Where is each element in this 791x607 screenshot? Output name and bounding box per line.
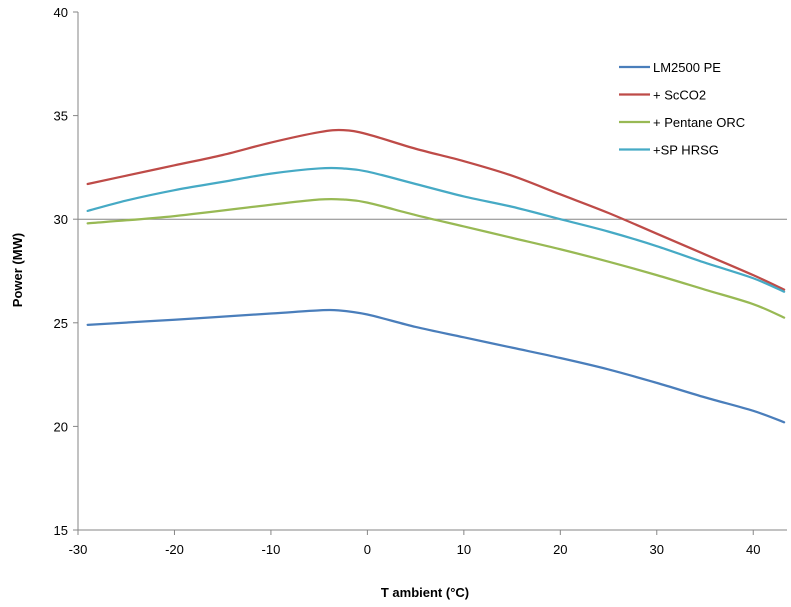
- legend-item-sp-hrsg: +SP HRSG: [619, 143, 719, 158]
- y-tick-label: 20: [54, 419, 68, 434]
- y-tick-label: 30: [54, 212, 68, 227]
- y-axis: 15 20 25 30 35 40: [54, 5, 79, 538]
- x-tick-label: 20: [553, 542, 567, 557]
- legend-item-lm2500-pe: LM2500 PE: [619, 60, 721, 75]
- x-tick-label: 40: [746, 542, 760, 557]
- x-tick-label: -10: [262, 542, 281, 557]
- legend: LM2500 PE + ScCO2 + Pentane ORC +SP HRSG: [619, 60, 745, 158]
- series-line-lm2500-pe: [86, 308, 786, 424]
- x-tick-label: -30: [69, 542, 88, 557]
- x-tick-label: 30: [650, 542, 664, 557]
- series-line-scco2: [86, 128, 786, 291]
- series-line-sp-hrsg: [86, 166, 786, 293]
- y-axis-title: Power (MW): [10, 233, 25, 307]
- legend-label: LM2500 PE: [653, 60, 721, 75]
- x-tick-label: 10: [457, 542, 471, 557]
- x-tick-label: 0: [364, 542, 371, 557]
- y-tick-label: 15: [54, 523, 68, 538]
- legend-label: + Pentane ORC: [653, 115, 745, 130]
- series-layer: [86, 128, 786, 424]
- series-line-pentane-orc: [86, 197, 786, 319]
- legend-item-pentane-orc: + Pentane ORC: [619, 115, 745, 130]
- legend-label: + ScCO2: [653, 88, 706, 103]
- y-tick-label: 35: [54, 109, 68, 124]
- x-axis: -30 -20 -10 0 10 20 30 40: [69, 529, 787, 557]
- legend-label: +SP HRSG: [653, 143, 719, 158]
- y-tick-label: 25: [54, 316, 68, 331]
- legend-item-scco2: + ScCO2: [619, 88, 706, 103]
- y-tick-label: 40: [54, 5, 68, 20]
- x-tick-label: -20: [165, 542, 184, 557]
- x-axis-title: T ambient (°C): [381, 585, 469, 600]
